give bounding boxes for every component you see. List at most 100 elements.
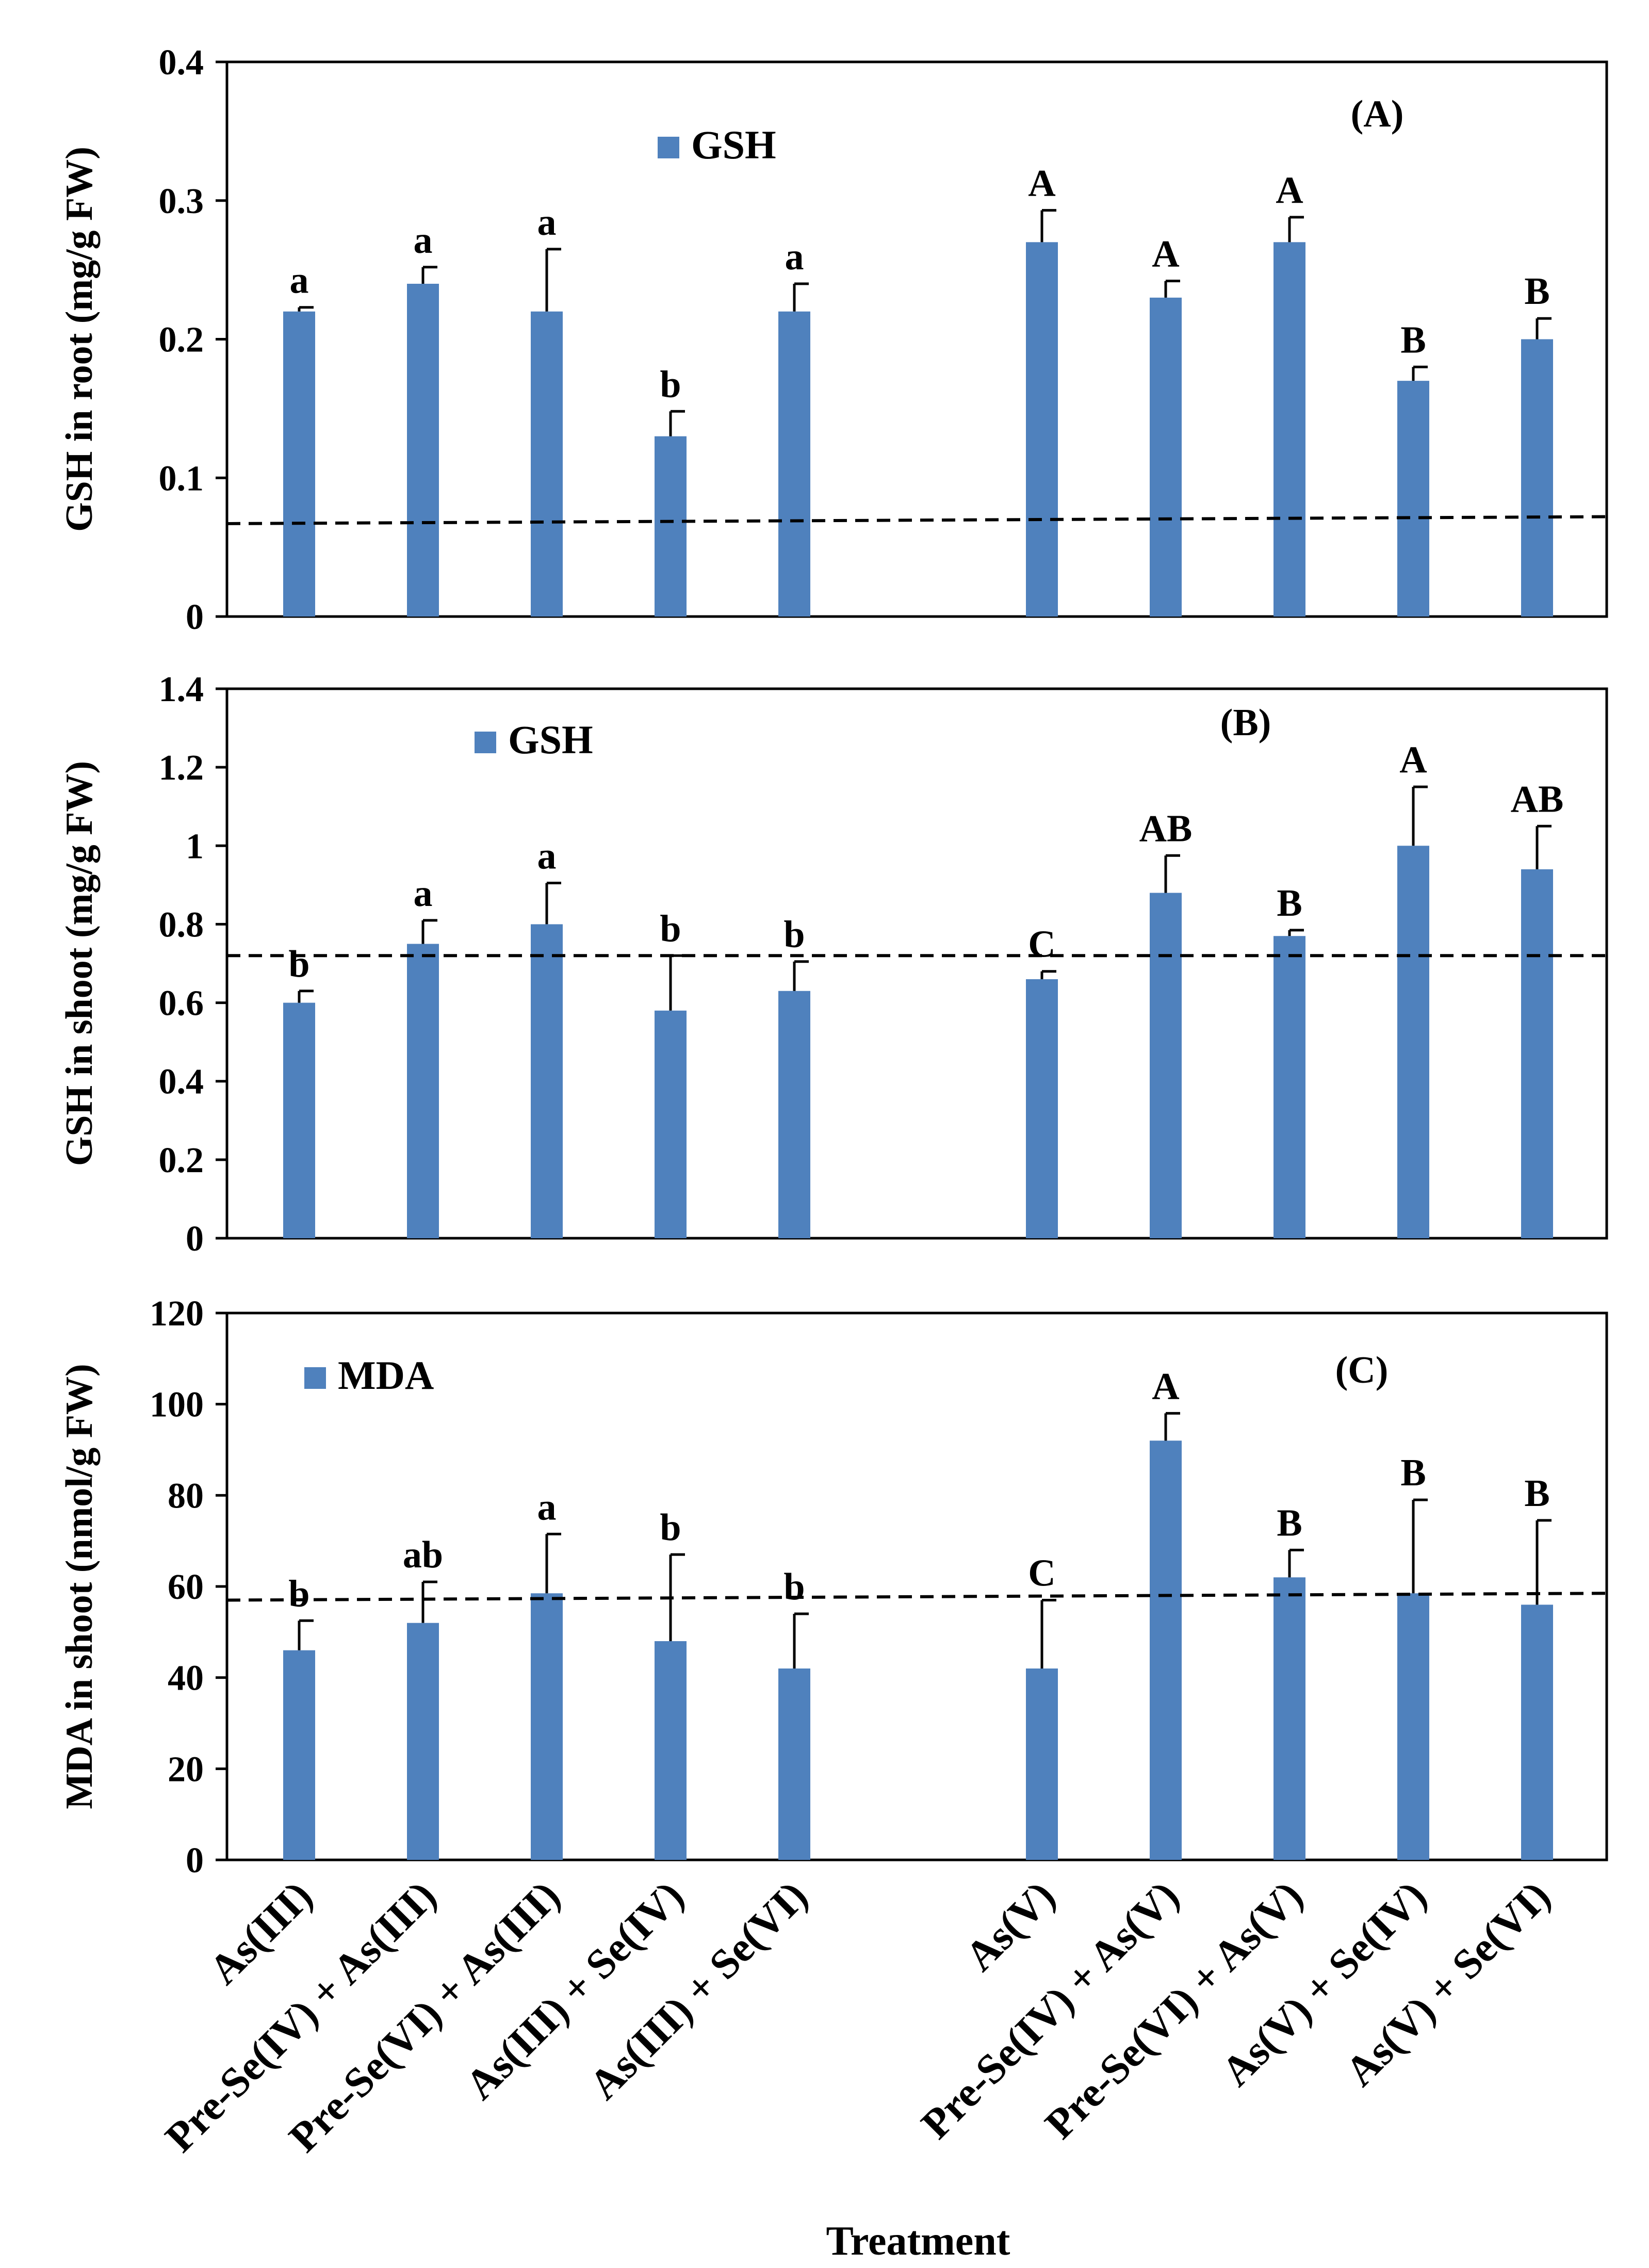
y-tick-label: 0.3 [159, 182, 204, 221]
bar [778, 991, 810, 1238]
panel-1: 0 0.1 0.2 0.3 0.4 GSH in root (mg/g FW) a a a b a A… [58, 43, 1608, 637]
y-tick-label: 1 [186, 827, 204, 866]
category-label: As(III) + Se(VI) [580, 1872, 817, 2108]
reference-line [226, 1592, 1607, 1602]
panel-3: 0 20 40 60 80 100 120 MDA in shoot (nmol/g FW) b… [58, 1294, 1608, 1881]
significance-letter: b [288, 1573, 309, 1615]
significance-letter: a [537, 835, 557, 878]
bar [283, 1002, 315, 1238]
significance-letter: B [1400, 1452, 1426, 1494]
bar [778, 1668, 810, 1860]
bar [1521, 1605, 1553, 1860]
y-tick-label: 0 [186, 1841, 204, 1881]
y-tick-label: 1.2 [159, 748, 204, 788]
significance-letter: A [1399, 739, 1427, 781]
bar [655, 1641, 687, 1860]
bar [1397, 1593, 1429, 1860]
category-label: As(III) + Se(IV) [456, 1872, 693, 2108]
bar [1150, 297, 1182, 617]
category-label: As(III) [200, 1872, 321, 1993]
y-tick-label: 40 [168, 1659, 204, 1698]
y-tick-label: 1.4 [159, 670, 204, 709]
significance-letter: A [1152, 1365, 1179, 1407]
y-tick-label: 0.2 [159, 1141, 204, 1180]
bar [407, 1623, 439, 1860]
bar [407, 944, 439, 1238]
legend-label: GSH [691, 122, 776, 167]
bar [531, 924, 563, 1238]
y-tick-label: 0.6 [159, 984, 204, 1024]
bar [1150, 893, 1182, 1238]
significance-letter: a [290, 260, 309, 302]
reference-line [226, 515, 1607, 525]
plot-frame [225, 687, 1608, 1240]
bar [1274, 242, 1305, 617]
significance-letter: A [1028, 163, 1055, 205]
bar [1274, 1577, 1305, 1860]
legend-label: GSH [508, 717, 593, 762]
y-tick-label: 0 [186, 1219, 204, 1259]
legend-swatch [304, 1367, 326, 1389]
bar [1397, 381, 1429, 617]
category-label: As(V) [956, 1872, 1064, 1980]
significance-letter: B [1524, 270, 1549, 313]
bar [531, 311, 563, 617]
significance-letter: a [785, 236, 804, 278]
significance-letter: b [660, 363, 681, 406]
significance-letter: a [414, 872, 433, 915]
y-axis-title: GSH in shoot (mg/g FW) [58, 761, 101, 1166]
significance-letter: B [1277, 882, 1302, 925]
y-tick-label: 0.8 [159, 905, 204, 945]
y-axis-title: GSH in root (mg/g FW) [58, 147, 101, 532]
panel-2: 0 0.2 0.4 0.6 0.8 1 1.2 1.4 GSH in shoot (mg/g F… [58, 670, 1608, 1259]
y-tick-label: 0.2 [159, 320, 204, 360]
y-tick-label: 0.1 [159, 459, 204, 498]
y-tick-label: 120 [150, 1294, 204, 1334]
bar [1150, 1440, 1182, 1860]
y-tick-label: 100 [150, 1385, 204, 1425]
significance-letter: C [1028, 924, 1055, 966]
bar [778, 311, 810, 617]
y-tick-label: 0.4 [159, 43, 204, 83]
significance-letter: AB [1511, 778, 1564, 820]
significance-letter: a [537, 1486, 557, 1528]
significance-letter: b [783, 914, 805, 956]
bar [531, 1593, 563, 1860]
significance-letter: B [1524, 1472, 1549, 1515]
significance-letter: A [1276, 169, 1303, 212]
y-tick-label: 80 [168, 1476, 204, 1516]
bar [1274, 936, 1305, 1238]
bar [1026, 1668, 1058, 1860]
significance-letter: a [414, 219, 433, 262]
bar [283, 1650, 315, 1860]
significance-letter: B [1400, 319, 1426, 361]
category-labels: As(III)Pre-Se(IV) + As(III)Pre-Se(VI) + … [156, 1872, 1559, 2161]
bar [655, 436, 687, 617]
y-tick-label: 0 [186, 597, 204, 637]
legend-swatch [475, 732, 496, 753]
panel-label: (A) [1351, 93, 1404, 135]
significance-letter: AB [1139, 807, 1193, 850]
significance-letter: b [288, 943, 309, 985]
bar [1026, 979, 1058, 1238]
bar [655, 1010, 687, 1238]
bar [1397, 846, 1429, 1238]
significance-letter: a [537, 201, 557, 244]
bar [1521, 869, 1553, 1238]
y-axis-title: MDA in shoot (nmol/g FW) [58, 1364, 101, 1809]
x-axis-title: Treatment [826, 2218, 1010, 2264]
y-tick-label: 0.4 [159, 1062, 204, 1102]
legend-label: MDA [338, 1353, 434, 1398]
significance-letter: ab [403, 1534, 443, 1576]
y-tick-label: 60 [168, 1567, 204, 1607]
significance-letter: b [660, 908, 681, 950]
bar [283, 311, 315, 617]
bar [1026, 242, 1058, 617]
y-tick-label: 20 [168, 1749, 204, 1789]
panel-label: (C) [1335, 1349, 1389, 1391]
bar [1521, 339, 1553, 617]
panel-label: (B) [1220, 702, 1271, 744]
significance-letter: B [1277, 1502, 1302, 1544]
